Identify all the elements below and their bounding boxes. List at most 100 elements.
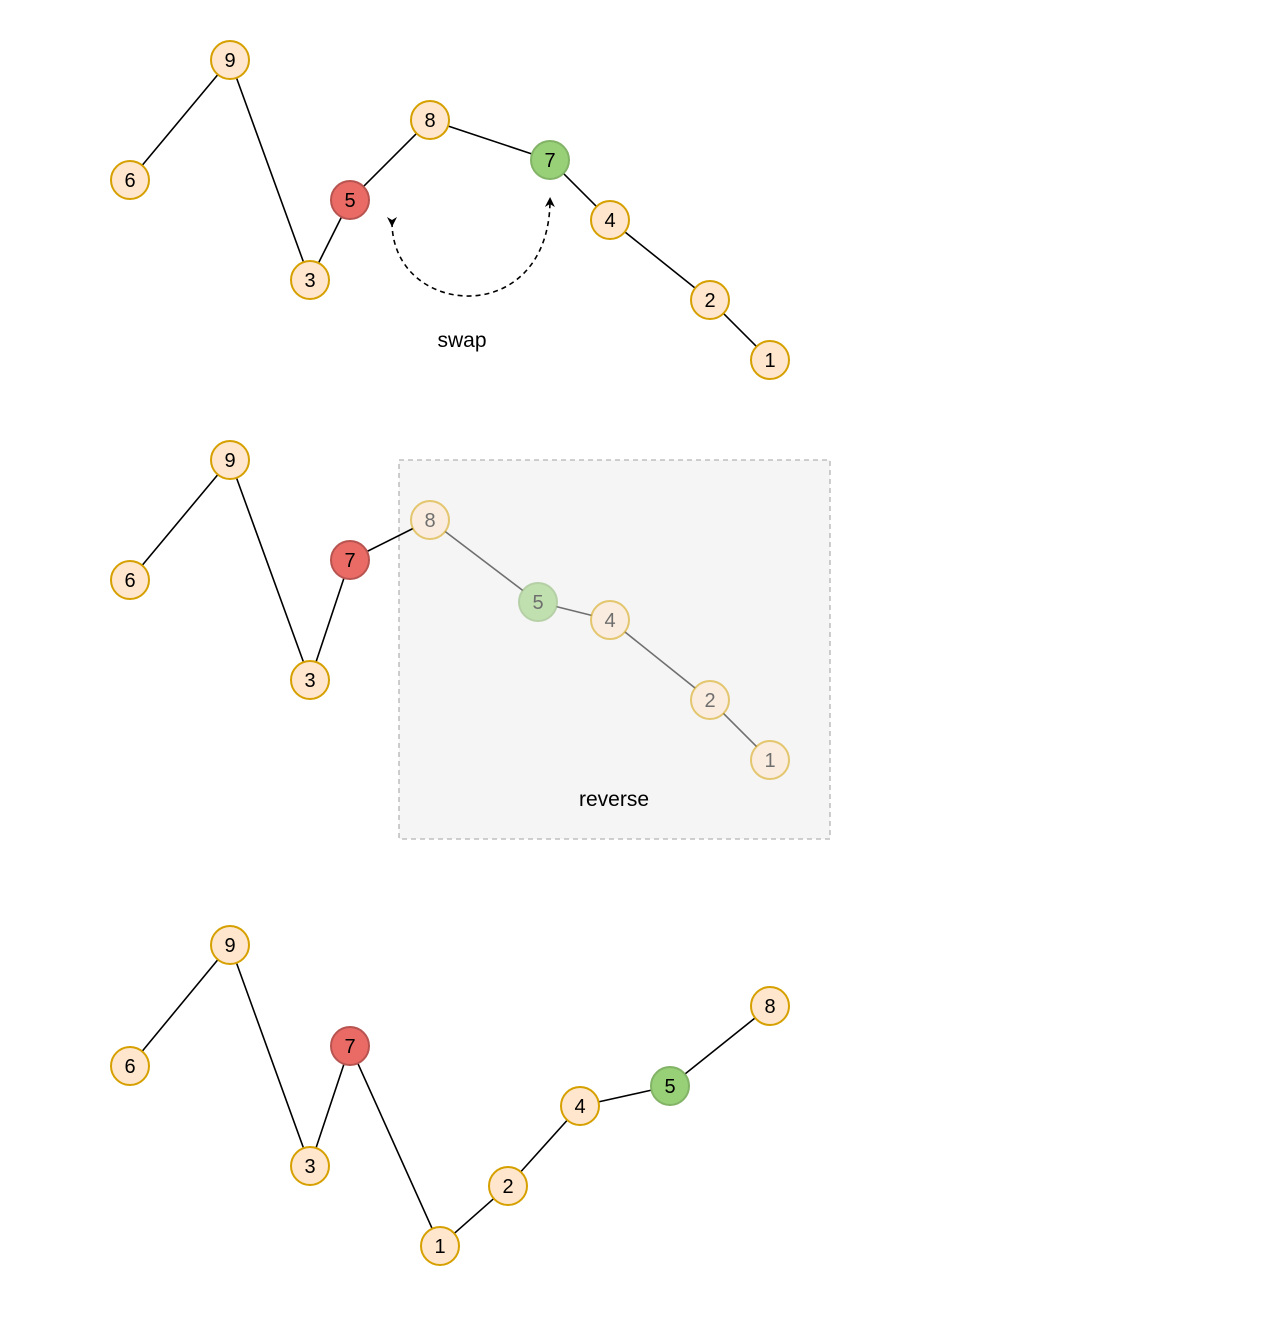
before-swap-node-circle-1	[210, 40, 250, 80]
after-swap-edge-4	[444, 530, 524, 592]
after-swap-node-label-8: 1	[764, 750, 775, 772]
before-swap-node-label-6: 4	[604, 210, 615, 232]
after-reverse-node-label-7: 5	[664, 1076, 675, 1098]
after-reverse-edge-6	[598, 1089, 652, 1103]
after-swap-node-circle-8	[750, 740, 790, 780]
before-swap-node-label-2: 3	[304, 270, 315, 292]
before-swap-node-7: 2	[690, 280, 730, 320]
before-swap-node-circle-7	[690, 280, 730, 320]
after-swap-node-label-6: 4	[604, 610, 615, 632]
after-swap-node-label-2: 3	[304, 670, 315, 692]
before-swap-node-circle-3	[330, 180, 370, 220]
after-swap-node-0: 6	[110, 560, 150, 600]
after-reverse-node-circle-8	[750, 986, 790, 1026]
after-swap-node-circle-3	[330, 540, 370, 580]
after-swap-node-label-5: 5	[532, 592, 543, 614]
before-swap-edge-5	[562, 172, 598, 208]
after-swap-node-1: 9	[210, 440, 250, 480]
after-reverse-node-label-4: 1	[434, 1236, 445, 1258]
after-reverse-node-label-3: 7	[344, 1036, 355, 1058]
after-swap-edge-3	[366, 527, 414, 553]
before-swap-node-circle-0	[110, 160, 150, 200]
before-swap-edge-3	[362, 132, 418, 188]
before-swap-node-label-8: 1	[764, 350, 775, 372]
after-reverse-node-circle-6	[560, 1086, 600, 1126]
after-swap-edge-6	[624, 631, 696, 689]
after-reverse-node-label-6: 4	[574, 1096, 585, 1118]
after-reverse-node-3: 7	[330, 1026, 370, 1066]
after-swap-node-circle-7	[690, 680, 730, 720]
after-swap-node-6: 4	[590, 600, 630, 640]
before-swap-edge-7	[722, 312, 758, 348]
before-swap-node-circle-6	[590, 200, 630, 240]
after-swap-node-circle-6	[590, 600, 630, 640]
after-swap-edge-2	[315, 577, 345, 663]
after-reverse-edge-2	[315, 1063, 345, 1149]
after-reverse-edge-4	[453, 1197, 495, 1235]
after-reverse-node-circle-5	[488, 1166, 528, 1206]
after-reverse-node-label-1: 9	[224, 935, 235, 957]
before-swap-node-label-3: 5	[344, 190, 355, 212]
after-swap-node-4: 8	[410, 500, 450, 540]
after-reverse-node-label-8: 8	[764, 996, 775, 1018]
after-reverse-node-circle-7	[650, 1066, 690, 1106]
after-swap-node-circle-4	[410, 500, 450, 540]
before-swap-node-1: 9	[210, 40, 250, 80]
swap-caption: swap	[437, 329, 486, 352]
after-swap-node-label-4: 8	[424, 510, 435, 532]
after-reverse-node-circle-2	[290, 1146, 330, 1186]
before-swap-node-circle-2	[290, 260, 330, 300]
before-swap-node-0: 6	[110, 160, 150, 200]
after-swap-node-circle-0	[110, 560, 150, 600]
before-swap-node-circle-5	[530, 140, 570, 180]
after-reverse-node-circle-4	[420, 1226, 460, 1266]
before-swap-edge-0	[141, 74, 219, 166]
reverse-box	[398, 459, 831, 840]
before-swap-node-8: 1	[750, 340, 790, 380]
before-swap-node-label-1: 9	[224, 50, 235, 72]
after-swap-node-circle-1	[210, 440, 250, 480]
after-swap-node-circle-2	[290, 660, 330, 700]
before-swap-node-3: 5	[330, 180, 370, 220]
after-reverse-node-1: 9	[210, 925, 250, 965]
after-reverse-node-8: 8	[750, 986, 790, 1026]
before-swap-edge-2	[317, 216, 343, 264]
before-swap-node-circle-8	[750, 340, 790, 380]
before-swap-node-label-4: 8	[424, 110, 435, 132]
after-reverse-node-label-5: 2	[502, 1176, 513, 1198]
after-reverse-node-7: 5	[650, 1066, 690, 1106]
after-swap-edge-5	[556, 605, 592, 617]
before-swap-node-6: 4	[590, 200, 630, 240]
after-reverse-edge-1	[235, 962, 305, 1149]
after-swap-edge-0	[141, 474, 219, 566]
after-reverse-edge-7	[684, 1017, 756, 1075]
after-swap-node-3: 7	[330, 540, 370, 580]
after-reverse-node-circle-1	[210, 925, 250, 965]
after-reverse-node-circle-0	[110, 1046, 150, 1086]
before-swap-node-4: 8	[410, 100, 450, 140]
after-reverse-edge-3	[357, 1062, 433, 1230]
before-swap-edge-6	[624, 231, 696, 289]
after-swap-node-5: 5	[518, 582, 558, 622]
after-swap-node-label-7: 2	[704, 690, 715, 712]
after-reverse-node-label-2: 3	[304, 1156, 315, 1178]
after-swap-node-8: 1	[750, 740, 790, 780]
after-reverse-edge-0	[141, 959, 219, 1052]
before-swap-edge-4	[447, 125, 533, 155]
after-swap-edge-1	[235, 477, 305, 663]
after-reverse-node-label-0: 6	[124, 1056, 135, 1078]
after-reverse-node-4: 1	[420, 1226, 460, 1266]
after-swap-edge-7	[722, 712, 758, 748]
after-reverse-node-circle-3	[330, 1026, 370, 1066]
after-reverse-node-2: 3	[290, 1146, 330, 1186]
after-swap-node-label-0: 6	[124, 570, 135, 592]
before-swap-node-label-7: 2	[704, 290, 715, 312]
after-swap-node-2: 3	[290, 660, 330, 700]
swap-arrow	[386, 197, 555, 297]
after-swap-node-circle-5	[518, 582, 558, 622]
before-swap-edge-1	[235, 77, 305, 263]
after-reverse-node-0: 6	[110, 1046, 150, 1086]
after-reverse-node-6: 4	[560, 1086, 600, 1126]
